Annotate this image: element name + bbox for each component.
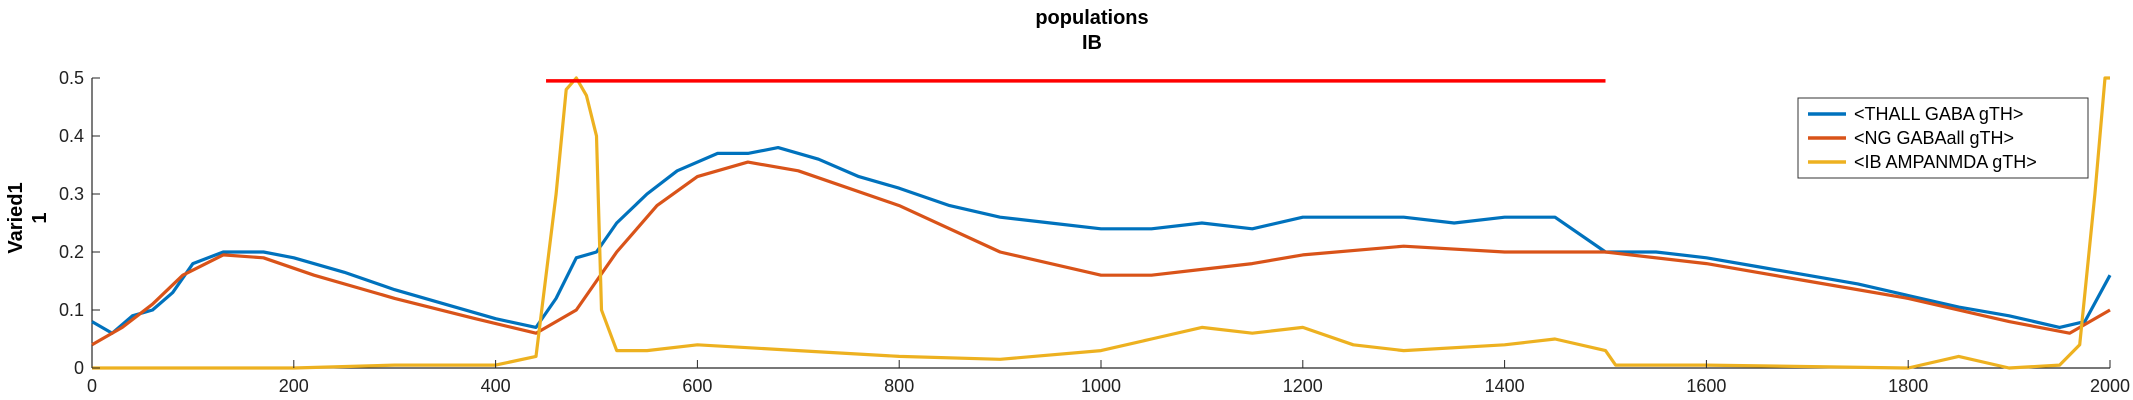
legend-label-3: <IB AMPANMDA gTH> — [1854, 152, 2037, 172]
legend-label-1: <THALL GABA gTH> — [1854, 104, 2023, 124]
y-tick-label: 0.3 — [59, 184, 84, 204]
x-tick-label: 1000 — [1081, 376, 1121, 396]
y-axis-label-line-2: 1 — [29, 212, 51, 223]
chart-title-line-2: IB — [1082, 32, 1102, 54]
series-line-3 — [92, 76, 2110, 370]
x-tick-label: 2000 — [2090, 376, 2130, 396]
chart-title-line-1: populations — [1035, 7, 1148, 29]
legend: <THALL GABA gTH> <NG GABAall gTH> <IB AMPA… — [1797, 97, 2089, 179]
axis-ticks: 0 200 400 600 800 1000 1200 1400 1600 1800 2000 0 0.… — [59, 68, 2130, 396]
series-line-1 — [91, 146, 2112, 335]
y-tick-label: 0.4 — [59, 126, 84, 146]
y-tick-label: 0.2 — [59, 242, 84, 262]
x-tick-label: 1200 — [1283, 376, 1323, 396]
series-line-2 — [91, 160, 2111, 347]
x-tick-label: 0 — [87, 376, 97, 396]
x-tick-label: 1400 — [1485, 376, 1525, 396]
y-axis-label-line-1: Varied1 — [5, 182, 27, 253]
x-tick-label: 800 — [884, 376, 914, 396]
x-tick-label: 1800 — [1888, 376, 1928, 396]
x-tick-label: 400 — [481, 376, 511, 396]
x-tick-label: 600 — [682, 376, 712, 396]
legend-box — [1797, 97, 2089, 179]
y-tick-label: 0.1 — [59, 300, 84, 320]
legend-label-2: <NG GABAall gTH> — [1854, 128, 2014, 148]
plot-area — [91, 76, 2112, 370]
y-tick-label: 0 — [74, 358, 84, 378]
x-tick-label: 1600 — [1686, 376, 1726, 396]
x-tick-label: 200 — [279, 376, 309, 396]
y-tick-label: 0.5 — [59, 68, 84, 88]
